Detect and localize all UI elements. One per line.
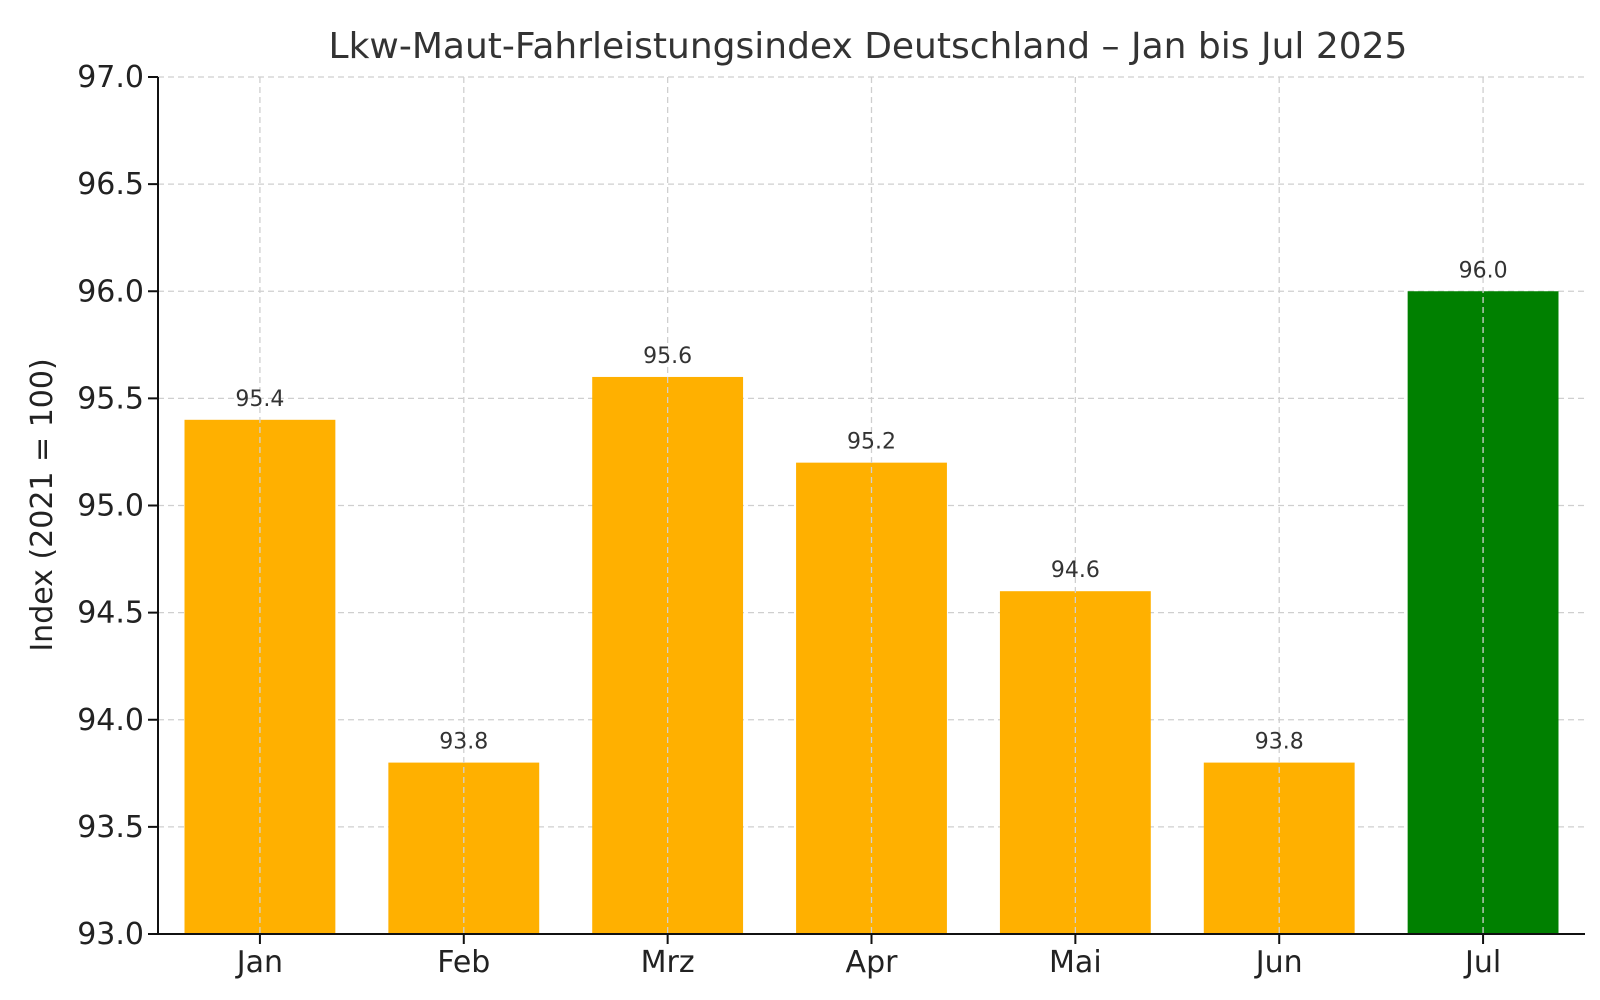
axes-layer: 93.0 93.5 94.0 94.5 95.0 95.5 96.0 96.5 97.0 Jan F… bbox=[77, 60, 1585, 980]
y-tick-label: 97.0 bbox=[77, 60, 144, 95]
y-axis-label: Index (2021 = 100) bbox=[25, 358, 60, 651]
x-tick-label-mrz: Mrz bbox=[641, 945, 695, 980]
y-tick-label: 93.5 bbox=[77, 810, 144, 845]
y-tick-label: 95.5 bbox=[77, 381, 144, 416]
y-tick-label: 94.5 bbox=[77, 596, 144, 631]
x-tick-label-feb: Feb bbox=[437, 945, 490, 980]
data-label-mai: 94.6 bbox=[1051, 558, 1100, 583]
data-label-jun: 93.8 bbox=[1255, 730, 1304, 755]
x-tick-label-mai: Mai bbox=[1049, 945, 1102, 980]
bar-jan bbox=[184, 419, 336, 934]
chart-title: Lkw-Maut-Fahrleistungsindex Deutschland … bbox=[329, 26, 1408, 67]
x-tick-label-jan: Jan bbox=[235, 945, 283, 980]
y-tick-label: 93.0 bbox=[77, 917, 144, 952]
data-label-jan: 95.4 bbox=[235, 387, 284, 412]
data-label-jul: 96.0 bbox=[1459, 258, 1508, 283]
y-tick-label: 94.0 bbox=[77, 703, 144, 738]
data-label-feb: 93.8 bbox=[439, 730, 488, 755]
y-tick-label: 96.5 bbox=[77, 167, 144, 202]
data-label-mrz: 95.6 bbox=[643, 344, 692, 369]
x-tick-label-jun: Jun bbox=[1254, 945, 1303, 980]
labels-layer: 95.4 93.8 95.6 95.2 94.6 93.8 96.0 bbox=[235, 77, 1508, 934]
x-tick-label-apr: Apr bbox=[846, 945, 899, 980]
y-tick-label: 95.0 bbox=[77, 489, 144, 524]
data-label-apr: 95.2 bbox=[847, 430, 896, 455]
y-tick-label: 96.0 bbox=[77, 274, 144, 309]
x-tick-label-jul: Jul bbox=[1463, 945, 1501, 980]
